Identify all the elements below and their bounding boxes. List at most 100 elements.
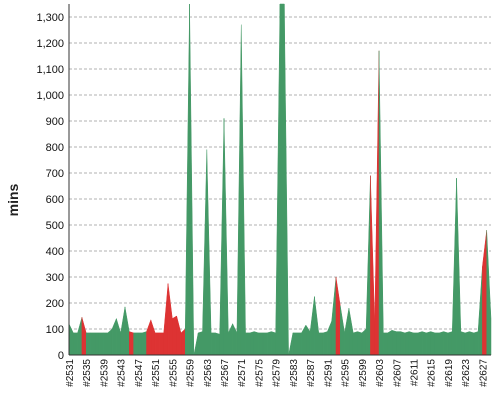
x-tick-label: #2615: [427, 359, 438, 387]
build-duration-segment: [73, 332, 78, 356]
x-axis-ticks: #2531 #2535 #2539 #2543 #2547 #2551 #2555 #2559…: [65, 359, 489, 387]
build-duration-segment: [279, 3, 285, 356]
build-duration-segment: [284, 3, 289, 356]
build-duration-segment: [421, 331, 427, 356]
build-duration-segment: [206, 149, 212, 356]
build-duration-segment: [322, 331, 328, 356]
build-duration-segment: [309, 296, 315, 356]
y-tick-label: 300: [46, 272, 64, 284]
y-tick-label: 1,000: [36, 90, 64, 102]
duration-area: [68, 3, 492, 356]
build-duration-segment: [133, 332, 139, 356]
build-duration-segment: [258, 332, 264, 356]
build-duration-segment: [223, 118, 229, 356]
build-duration-segment: [374, 50, 380, 356]
build-duration-segment: [249, 331, 255, 356]
build-duration-segment: [167, 283, 173, 356]
build-duration-segment: [434, 332, 440, 356]
build-duration-segment: [81, 317, 87, 356]
build-duration-segment: [473, 331, 479, 356]
build-duration-segment: [240, 24, 246, 356]
x-tick-label: #2531: [65, 359, 76, 387]
x-tick-label: #2611: [409, 359, 420, 387]
build-duration-segment: [137, 332, 143, 356]
build-duration-segment: [335, 276, 341, 356]
build-duration-segment: [361, 328, 367, 356]
build-duration-segment: [451, 178, 457, 356]
build-duration-segment: [232, 323, 238, 356]
build-duration-segment: [456, 178, 462, 356]
build-duration-segment: [482, 230, 487, 356]
build-duration-segment: [111, 318, 117, 356]
y-tick-label: 1,100: [36, 64, 64, 76]
build-duration-segment: [400, 331, 406, 356]
y-axis-ticks: 0 100 200 300 400 500 600 700 800 900 1,000 1,100 1,…: [36, 12, 64, 362]
build-duration-segment: [215, 332, 220, 356]
build-duration-segment: [189, 3, 195, 356]
y-tick-label: 700: [46, 168, 64, 180]
build-duration-segment: [327, 321, 332, 356]
build-duration-segment: [193, 332, 199, 356]
x-tick-label: #2591: [323, 359, 334, 387]
build-duration-segment: [172, 315, 177, 356]
x-tick-label: #2535: [82, 359, 93, 387]
y-tick-label: 100: [46, 324, 64, 336]
build-duration-segment: [340, 305, 345, 356]
build-duration-segment: [210, 332, 216, 356]
build-duration-segment: [378, 50, 384, 356]
build-duration-segment: [94, 332, 100, 356]
build-duration-segment: [180, 328, 186, 356]
build-duration-segment: [426, 331, 431, 356]
build-duration-segment: [116, 318, 121, 356]
build-duration-segment: [245, 332, 251, 356]
build-duration-segment: [185, 3, 190, 356]
build-duration-segment: [370, 175, 375, 356]
build-duration-segment: [253, 331, 259, 356]
x-tick-label: #2543: [117, 359, 128, 387]
build-duration-segment: [236, 24, 242, 356]
build-duration-segment: [159, 332, 164, 356]
build-duration-segment: [439, 331, 444, 356]
build-duration-segment: [68, 323, 74, 356]
x-tick-label: #2623: [461, 359, 472, 387]
build-duration-segment: [357, 331, 363, 356]
build-duration-segment: [447, 331, 453, 356]
x-tick-label: #2559: [186, 359, 197, 387]
build-duration-segment: [314, 296, 320, 356]
build-duration-segment: [163, 283, 169, 356]
build-duration-segment: [387, 329, 393, 356]
y-tick-label: 1,300: [36, 12, 64, 24]
build-duration-segment: [486, 230, 492, 356]
build-duration-segment: [141, 331, 147, 356]
build-duration-segment: [228, 323, 233, 356]
x-tick-label: #2603: [375, 359, 386, 387]
y-tick-label: 1,200: [36, 38, 64, 50]
x-tick-label: #2587: [306, 359, 317, 387]
y-tick-label: 800: [46, 142, 64, 154]
y-tick-label: 900: [46, 116, 64, 128]
build-duration-segment: [344, 308, 350, 356]
build-duration-segment: [296, 332, 302, 356]
x-tick-label: #2563: [203, 359, 214, 387]
build-duration-segment: [464, 331, 470, 356]
build-duration-segment: [176, 315, 182, 356]
build-duration-segment: [391, 329, 397, 356]
build-duration-segment: [262, 332, 268, 356]
build-duration-segment: [288, 332, 294, 356]
build-duration-segment: [413, 332, 419, 356]
x-tick-label: #2571: [237, 359, 248, 387]
axes: [68, 4, 491, 356]
build-duration-segment: [396, 331, 401, 356]
build-duration-segment: [408, 331, 414, 356]
build-duration-segment: [365, 175, 371, 356]
build-duration-segment: [85, 332, 91, 356]
build-duration-segment: [292, 332, 298, 356]
build-duration-segment: [124, 306, 130, 356]
x-tick-label: #2599: [358, 359, 369, 387]
build-duration-segment: [202, 149, 208, 356]
build-duration-segment: [197, 331, 203, 356]
build-duration-segment: [460, 331, 466, 356]
build-duration-segment: [146, 319, 152, 356]
build-duration-segment: [271, 331, 276, 356]
build-duration-segment: [348, 308, 354, 356]
